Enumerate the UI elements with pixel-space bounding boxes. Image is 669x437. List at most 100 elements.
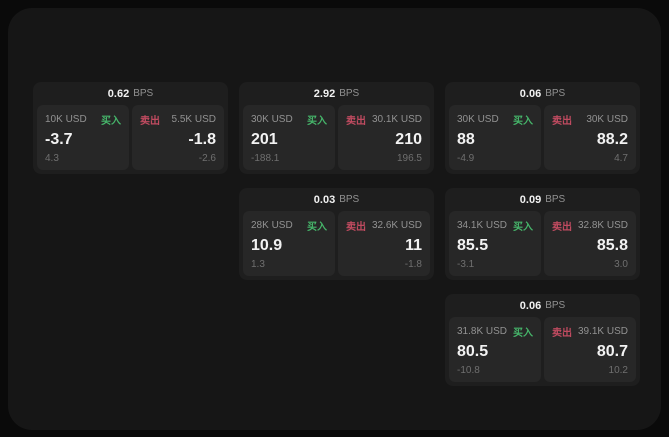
buy-amount: 31.8K USD bbox=[457, 326, 508, 337]
quote-card[interactable]: 0.03 BPS 28K USD 买入 10.9 1.3 卖出 32.6K US… bbox=[239, 188, 434, 280]
buy-panel-top: 30K USD 买入 bbox=[457, 112, 533, 127]
quotes-panel: 0.62 BPS 10K USD 买入 -3.7 4.3 卖出 5.5K USD… bbox=[8, 8, 661, 430]
buy-amount: 30K USD bbox=[457, 114, 499, 125]
sell-delta: 3.0 bbox=[614, 259, 628, 270]
buy-panel[interactable]: 30K USD 买入 88 -4.9 bbox=[449, 105, 541, 170]
sell-delta: -2.6 bbox=[198, 153, 216, 164]
card-header: 0.06 BPS bbox=[445, 294, 640, 317]
bps-unit-label: BPS bbox=[545, 194, 566, 205]
bps-value: 0.03 bbox=[313, 193, 336, 206]
buy-delta: 1.3 bbox=[251, 259, 265, 270]
sell-delta: 4.7 bbox=[614, 153, 628, 164]
sell-delta: -1.8 bbox=[404, 259, 422, 270]
buy-delta: -4.9 bbox=[457, 153, 475, 164]
bps-unit-label: BPS bbox=[545, 88, 566, 99]
sell-side-label: 卖出 bbox=[552, 116, 572, 127]
sell-panel-top: 卖出 32.6K USD bbox=[346, 218, 422, 233]
sell-side-label: 卖出 bbox=[552, 222, 572, 233]
sell-amount: 32.8K USD bbox=[577, 220, 628, 231]
buy-panel[interactable]: 34.1K USD 买入 85.5 -3.1 bbox=[449, 211, 541, 276]
sell-panel-top: 卖出 30K USD bbox=[552, 112, 628, 127]
card-header: 0.03 BPS bbox=[239, 188, 434, 211]
bps-unit-label: BPS bbox=[339, 88, 360, 99]
quote-card[interactable]: 0.06 BPS 31.8K USD 买入 80.5 -10.8 卖出 39.1… bbox=[445, 294, 640, 386]
card-header: 0.09 BPS bbox=[445, 188, 640, 211]
sell-side-label: 卖出 bbox=[140, 116, 160, 127]
sell-price: 80.7 bbox=[596, 343, 628, 361]
card-header: 0.06 BPS bbox=[445, 82, 640, 105]
bps-unit-label: BPS bbox=[339, 194, 360, 205]
quote-card-grid: 0.62 BPS 10K USD 买入 -3.7 4.3 卖出 5.5K USD… bbox=[33, 82, 640, 386]
buy-side-label: 买入 bbox=[513, 222, 533, 233]
quote-panels: 34.1K USD 买入 85.5 -3.1 卖出 32.8K USD 85.8… bbox=[445, 211, 640, 280]
sell-side-label: 卖出 bbox=[346, 116, 366, 127]
bps-value: 0.62 bbox=[107, 87, 130, 100]
sell-panel-top: 卖出 30.1K USD bbox=[346, 112, 422, 127]
bps-value: 0.06 bbox=[519, 87, 542, 100]
bps-value: 2.92 bbox=[313, 87, 336, 100]
sell-panel[interactable]: 卖出 30K USD 88.2 4.7 bbox=[544, 105, 636, 170]
quote-panels: 30K USD 买入 88 -4.9 卖出 30K USD 88.2 4.7 bbox=[445, 105, 640, 174]
quote-card[interactable]: 0.06 BPS 30K USD 买入 88 -4.9 卖出 30K USD 8… bbox=[445, 82, 640, 174]
buy-amount: 30K USD bbox=[251, 114, 293, 125]
buy-panel[interactable]: 30K USD 买入 201 -188.1 bbox=[243, 105, 335, 170]
sell-panel[interactable]: 卖出 39.1K USD 80.7 10.2 bbox=[544, 317, 636, 382]
buy-side-label: 买入 bbox=[307, 222, 327, 233]
quote-card[interactable]: 0.62 BPS 10K USD 买入 -3.7 4.3 卖出 5.5K USD… bbox=[33, 82, 228, 174]
quote-card[interactable]: 0.09 BPS 34.1K USD 买入 85.5 -3.1 卖出 32.8K… bbox=[445, 188, 640, 280]
card-header: 2.92 BPS bbox=[239, 82, 434, 105]
buy-panel-top: 34.1K USD 买入 bbox=[457, 218, 533, 233]
sell-amount: 30K USD bbox=[586, 114, 628, 125]
buy-delta: -188.1 bbox=[251, 153, 280, 164]
buy-side-label: 买入 bbox=[101, 116, 121, 127]
sell-price: 88.2 bbox=[596, 131, 628, 149]
buy-price: 88 bbox=[457, 131, 475, 149]
buy-price: 201 bbox=[251, 131, 278, 149]
sell-amount: 39.1K USD bbox=[577, 326, 628, 337]
buy-panel-top: 10K USD 买入 bbox=[45, 112, 121, 127]
buy-delta: 4.3 bbox=[45, 153, 59, 164]
sell-side-label: 卖出 bbox=[552, 328, 572, 339]
buy-panel-top: 31.8K USD 买入 bbox=[457, 324, 533, 339]
buy-delta: -10.8 bbox=[457, 365, 480, 376]
sell-panel[interactable]: 卖出 32.8K USD 85.8 3.0 bbox=[544, 211, 636, 276]
buy-amount: 28K USD bbox=[251, 220, 293, 231]
buy-panel[interactable]: 10K USD 买入 -3.7 4.3 bbox=[37, 105, 129, 170]
bps-unit-label: BPS bbox=[545, 300, 566, 311]
sell-price: 11 bbox=[405, 237, 422, 255]
card-header: 0.62 BPS bbox=[33, 82, 228, 105]
sell-price: -1.8 bbox=[188, 131, 216, 149]
sell-price: 210 bbox=[395, 131, 422, 149]
sell-amount: 30.1K USD bbox=[371, 114, 422, 125]
buy-amount: 34.1K USD bbox=[457, 220, 508, 231]
sell-panel[interactable]: 卖出 32.6K USD 11 -1.8 bbox=[338, 211, 430, 276]
sell-price: 85.8 bbox=[596, 237, 628, 255]
sell-amount: 5.5K USD bbox=[171, 114, 216, 125]
sell-panel-top: 卖出 5.5K USD bbox=[140, 112, 216, 127]
buy-panel[interactable]: 31.8K USD 买入 80.5 -10.8 bbox=[449, 317, 541, 382]
quote-panels: 31.8K USD 买入 80.5 -10.8 卖出 39.1K USD 80.… bbox=[445, 317, 640, 386]
sell-panel-top: 卖出 32.8K USD bbox=[552, 218, 628, 233]
buy-panel-top: 30K USD 买入 bbox=[251, 112, 327, 127]
sell-panel-top: 卖出 39.1K USD bbox=[552, 324, 628, 339]
buy-price: 85.5 bbox=[457, 237, 489, 255]
bps-value: 0.09 bbox=[519, 193, 542, 206]
quote-card[interactable]: 2.92 BPS 30K USD 买入 201 -188.1 卖出 30.1K … bbox=[239, 82, 434, 174]
buy-side-label: 买入 bbox=[513, 328, 533, 339]
buy-side-label: 买入 bbox=[513, 116, 533, 127]
bps-value: 0.06 bbox=[519, 299, 542, 312]
buy-amount: 10K USD bbox=[45, 114, 87, 125]
buy-delta: -3.1 bbox=[457, 259, 475, 270]
buy-price: -3.7 bbox=[45, 131, 73, 149]
buy-price: 10.9 bbox=[251, 237, 283, 255]
sell-delta: 196.5 bbox=[396, 153, 422, 164]
sell-panel[interactable]: 卖出 30.1K USD 210 196.5 bbox=[338, 105, 430, 170]
sell-panel[interactable]: 卖出 5.5K USD -1.8 -2.6 bbox=[132, 105, 224, 170]
sell-side-label: 卖出 bbox=[346, 222, 366, 233]
buy-panel-top: 28K USD 买入 bbox=[251, 218, 327, 233]
quote-panels: 28K USD 买入 10.9 1.3 卖出 32.6K USD 11 -1.8 bbox=[239, 211, 434, 280]
buy-price: 80.5 bbox=[457, 343, 489, 361]
quote-panels: 30K USD 买入 201 -188.1 卖出 30.1K USD 210 1… bbox=[239, 105, 434, 174]
quote-panels: 10K USD 买入 -3.7 4.3 卖出 5.5K USD -1.8 -2.… bbox=[33, 105, 228, 174]
buy-panel[interactable]: 28K USD 买入 10.9 1.3 bbox=[243, 211, 335, 276]
